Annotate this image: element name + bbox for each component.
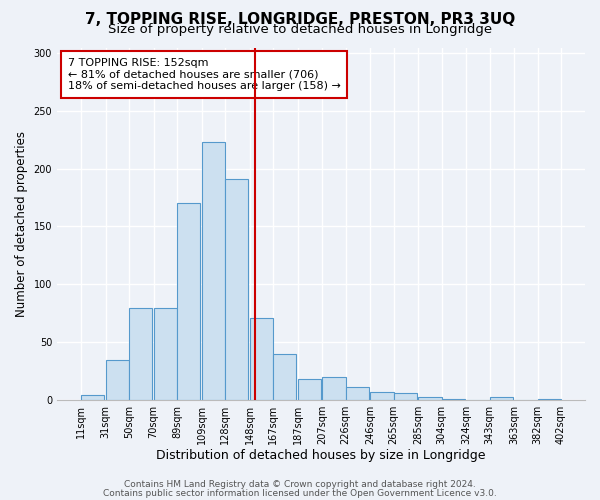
Bar xyxy=(225,179,248,400)
Text: 7, TOPPING RISE, LONGRIDGE, PRESTON, PR3 3UQ: 7, TOPPING RISE, LONGRIDGE, PRESTON, PR3… xyxy=(85,12,515,28)
Bar xyxy=(106,360,129,400)
Text: 7 TOPPING RISE: 152sqm
← 81% of detached houses are smaller (706)
18% of semi-de: 7 TOPPING RISE: 152sqm ← 81% of detached… xyxy=(68,58,340,92)
X-axis label: Distribution of detached houses by size in Longridge: Distribution of detached houses by size … xyxy=(156,450,486,462)
Bar xyxy=(394,393,417,400)
Text: Size of property relative to detached houses in Longridge: Size of property relative to detached ho… xyxy=(108,22,492,36)
Bar xyxy=(202,142,225,400)
Bar xyxy=(322,376,346,400)
Bar xyxy=(129,308,152,400)
Text: Contains HM Land Registry data © Crown copyright and database right 2024.: Contains HM Land Registry data © Crown c… xyxy=(124,480,476,489)
Bar xyxy=(81,395,104,400)
Y-axis label: Number of detached properties: Number of detached properties xyxy=(15,130,28,316)
Bar xyxy=(298,379,321,400)
Bar xyxy=(370,392,394,400)
Bar xyxy=(346,387,369,400)
Bar xyxy=(418,398,442,400)
Bar xyxy=(442,398,465,400)
Bar xyxy=(250,318,273,400)
Bar xyxy=(538,398,561,400)
Text: Contains public sector information licensed under the Open Government Licence v3: Contains public sector information licen… xyxy=(103,488,497,498)
Bar xyxy=(154,308,177,400)
Bar xyxy=(273,354,296,400)
Bar xyxy=(177,204,200,400)
Bar xyxy=(490,398,513,400)
